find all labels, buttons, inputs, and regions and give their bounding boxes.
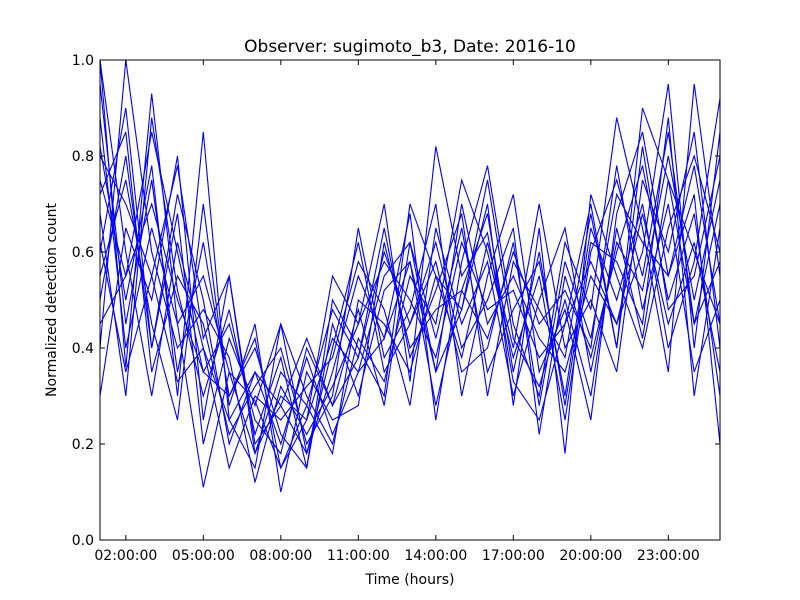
x-tick-label-5: 14:00:00 [404, 548, 467, 564]
y-tick-label-1: 0.0 [72, 533, 94, 549]
x-tick-label-6: 17:00:00 [482, 548, 545, 564]
x-tick-label-2: 05:00:00 [172, 548, 235, 564]
series-line-7 [99, 131, 721, 446]
x-axis: 02:00:00 05:00:00 08:00:00 11:00:00 14:00:00… [94, 60, 700, 564]
y-axis-label: Normalized detection count [44, 203, 60, 397]
series-layer [99, 59, 721, 493]
chart-title: Observer: sugimoto_b3, Date: 2016-10 [244, 37, 576, 57]
series-line-12 [99, 59, 721, 483]
x-tick-label-7: 20:00:00 [559, 548, 622, 564]
series-line-3 [99, 83, 721, 456]
y-tick-label-6: 1.0 [72, 53, 94, 69]
x-tick-label-3: 08:00:00 [249, 548, 312, 564]
x-tick-label-1: 02:00:00 [94, 548, 157, 564]
series-line-10 [99, 117, 721, 469]
series-line-9 [99, 165, 721, 493]
series-line-6 [99, 154, 721, 456]
x-axis-label: Time (hours) [365, 572, 455, 588]
series-line-11 [99, 59, 721, 470]
series-line-14 [99, 155, 721, 454]
series-line-16 [99, 165, 721, 446]
y-tick-label-2: 0.2 [72, 437, 94, 453]
plot-frame [99, 59, 721, 541]
y-axis: 0.0 0.2 0.4 0.6 0.8 1.0 [72, 53, 720, 549]
series-line-15 [99, 146, 721, 470]
y-tick-label-5: 0.8 [72, 149, 94, 165]
x-tick-label-4: 11:00:00 [327, 548, 390, 564]
series-line-13 [99, 117, 721, 446]
x-tick-label-8: 23:00:00 [637, 548, 700, 564]
y-tick-label-3: 0.4 [72, 341, 94, 357]
y-tick-label-4: 0.6 [72, 245, 94, 261]
